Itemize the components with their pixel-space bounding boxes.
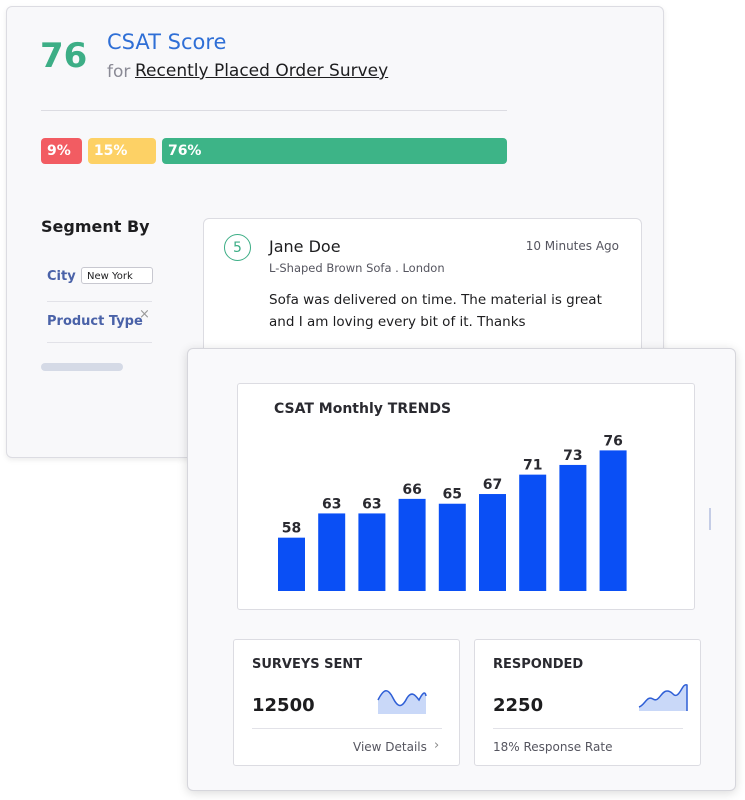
scrollbar — [709, 508, 711, 530]
stat-value: 2250 — [493, 695, 544, 716]
bar — [398, 498, 426, 591]
review-text: Sofa was delivered on time. The material… — [269, 292, 602, 330]
chart-box: CSAT Monthly TRENDS 58 63 63 66 65 67 71 73 76 — [237, 383, 695, 610]
stat-card: RESPONDED 2250 18% Response Rate — [474, 639, 701, 766]
remove-icon[interactable]: × — [139, 307, 150, 322]
divider — [47, 342, 152, 343]
distribution-segment: 15% — [87, 138, 156, 164]
chart: CSAT Monthly TRENDS 58 63 63 66 65 67 71 73 76 — [274, 401, 627, 591]
bar — [278, 537, 305, 591]
review-product: L-Shaped Brown Sofa . London — [269, 261, 445, 275]
bar — [438, 503, 466, 591]
bar — [358, 513, 386, 591]
stat-card: SURVEYS SENT 12500 View Details › — [233, 639, 460, 766]
sparkline — [638, 684, 688, 711]
bar-label: 58 — [282, 521, 301, 537]
filter-label[interactable]: Product Type — [47, 314, 143, 329]
bar — [318, 513, 346, 591]
response-rate: 18% Response Rate — [493, 740, 613, 754]
skeleton — [41, 363, 123, 371]
bar — [479, 494, 506, 591]
view-details[interactable]: View Details — [353, 740, 427, 754]
bar-label: 67 — [483, 477, 502, 493]
stat-title: RESPONDED — [493, 657, 584, 672]
bar-label: 76 — [603, 433, 622, 449]
for-label: for — [107, 62, 131, 82]
bar-label: 71 — [523, 458, 542, 474]
bar-label: 63 — [362, 496, 381, 512]
filter-label[interactable]: City — [47, 269, 76, 284]
chart-title: CSAT Monthly TRENDS — [274, 401, 451, 417]
score-title: CSAT Score — [107, 30, 227, 54]
rating: 5 — [224, 234, 251, 261]
divider — [41, 110, 507, 111]
sparkline — [377, 690, 427, 714]
distribution-bar: 9% 15% 76% — [41, 138, 507, 164]
distribution-segment: 76% — [161, 138, 507, 164]
bar — [519, 474, 547, 591]
reviewer-name: Jane Doe — [269, 237, 341, 256]
distribution-segment: 9% — [41, 138, 82, 164]
divider — [493, 728, 683, 729]
filter-value[interactable]: New York — [81, 267, 153, 284]
chevron[interactable]: › — [434, 738, 440, 753]
bar-label: 63 — [322, 496, 341, 512]
stat-value: 12500 — [252, 695, 315, 716]
bar-label: 65 — [443, 487, 462, 503]
stat-title: SURVEYS SENT — [252, 657, 363, 672]
score: 76 — [40, 36, 88, 76]
bar-label: 66 — [402, 482, 421, 498]
review-card: 5 Jane Doe 10 Minutes Ago L-Shaped Brown… — [203, 218, 642, 360]
bar — [559, 464, 587, 591]
survey-link[interactable]: Recently Placed Order Survey — [135, 61, 389, 81]
review-time: 10 Minutes Ago — [525, 239, 619, 253]
segment-title: Segment By — [41, 217, 150, 236]
bar — [599, 450, 627, 591]
bar-label: 73 — [563, 448, 582, 464]
divider — [47, 301, 152, 302]
divider — [252, 728, 442, 729]
